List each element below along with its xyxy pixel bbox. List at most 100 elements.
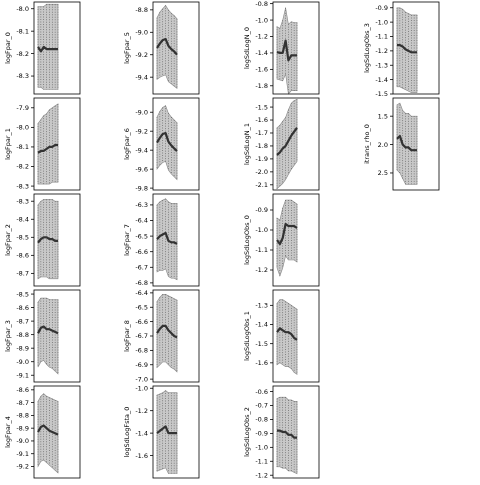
y-tick-label: -8.7 [16,270,29,278]
panel-frame [392,97,440,191]
series-line [276,127,298,156]
panel-logSdLogN_1: -1.5 -1.6 -1.7 -1.8 -1.9 -2.0 -2.1 logSdLogN_1 [243,97,320,191]
panel-logFpar_1: -7.9 -8.0 -8.1 -8.2 -8.3 logFpar_1 [4,97,81,191]
series-line [37,424,59,436]
y-tick-label: 2.5 [378,169,388,177]
y-tick-label: -1.6 [255,359,268,367]
y-tick-label: -8.3 [16,197,29,205]
y-tick-label: -8.5 [16,233,29,241]
y-axis-label: logFpar_8 [123,320,131,352]
y-tick-label: -8.3 [16,72,29,80]
series-line [156,324,178,339]
series-line [156,132,178,152]
panel-logSdLogObs_1: -1.3 -1.4 -1.5 -1.6 logSdLogObs_1 [243,289,320,383]
y-tick-label: -1.0 [255,16,268,24]
y-tick-label: -1.3 [255,302,268,310]
y-tick-label: -8.2 [16,163,29,171]
y-tick-label: -9.8 [135,184,148,192]
y-axis-label: itrans_rho_0 [363,124,371,164]
panel-logFpar_4: -8.6 -8.7 -8.8 -8.9 -9.0 -9.1 -9.2 logFpar_4 [4,385,81,479]
panel-logSdLogObs_3: -0.9 -1.0 -1.1 -1.2 -1.3 -1.4 -1.5 logSdLogObs_… [363,1,440,98]
series-line [37,236,58,244]
y-tick-label: -1.2 [255,33,268,41]
y-tick-label: -1.2 [255,266,268,274]
y-tick-label: -9.0 [16,358,29,366]
y-tick-label: -9.2 [16,463,29,471]
panel-logSdLogObs_2: -0.6 -0.7 -0.8 -0.9 -1.0 -1.1 -1.2 logSdLogObs_… [243,385,320,479]
y-tick-label: -1.2 [375,47,388,55]
y-axis-label: logSdLogN_0 [243,27,251,69]
y-tick-label: -1.5 [375,90,388,98]
y-tick-label: -1.5 [255,103,268,111]
y-tick-label: -6.5 [135,303,148,311]
panel-frame [152,97,200,191]
uncertainty-band [156,4,178,90]
y-tick-label: -1.4 [135,429,148,437]
y-tick-label: -6.9 [135,361,148,369]
panel-frame [152,193,200,287]
panel-logFpar_8: -6.4 -6.5 -6.6 -6.7 -6.8 -6.9 -7.0 logFpar_8 [123,289,200,383]
uncertainty-band [37,103,59,185]
y-tick-label: 2.0 [378,141,388,149]
panel-frame [33,193,81,287]
y-tick-label: -0.9 [375,4,388,12]
y-tick-label: -8.0 [16,124,29,132]
y-tick-label: -1.7 [255,129,268,137]
y-tick-label: -9.0 [135,108,148,116]
panel-frame [33,1,81,95]
panel-logSdLogObs_0: -0.9 -1.0 -1.1 -1.2 logSdLogObs_0 [243,193,320,287]
panel-logFpar_0: -8.0 -8.1 -8.2 -8.3 logFpar_0 [4,1,81,95]
series-line [276,39,297,62]
y-tick-label: -9.2 [135,127,148,135]
y-tick-label: -0.8 [255,416,268,424]
series-line [156,37,178,56]
y-tick-label: -1.0 [135,384,148,392]
panel-frame [272,193,320,287]
y-tick-label: -8.1 [16,27,29,35]
series-line [276,222,298,246]
y-tick-label: -0.9 [255,430,268,438]
y-tick-label: -1.6 [255,116,268,124]
y-tick-label: -9.2 [135,51,148,59]
y-tick-label: -9.1 [16,450,29,458]
y-tick-label: -7.9 [16,104,29,112]
y-axis-label: logFpar_7 [123,224,131,256]
y-tick-label: -0.6 [255,388,268,396]
panel-logFpar_3: -8.5 -8.6 -8.7 -8.8 -8.9 -9.0 -9.1 logFpar_3 [4,289,81,383]
uncertainty-band [37,393,59,474]
y-tick-label: -0.7 [255,402,268,410]
y-tick-label: -1.4 [375,76,388,84]
y-tick-label: -6.4 [135,217,148,225]
y-tick-label: -1.4 [255,321,268,329]
y-tick-label: -1.1 [255,246,268,254]
y-axis-label: logFpar_6 [123,128,131,160]
panel-itrans_rho_0: 1.5 2.0 2.5 itrans_rho_0 [363,97,440,191]
panel-frame [152,385,200,479]
y-axis-label: logSdLogObs_2 [243,407,251,457]
y-axis-label: logSdLogObs_0 [243,215,251,265]
panel-frame [272,385,320,479]
series-line [396,134,417,152]
y-axis-label: logFpar_5 [123,32,131,64]
y-tick-label: -2.1 [255,181,268,189]
y-tick-label: -8.7 [16,317,29,325]
y-tick-label: -8.4 [16,215,29,223]
y-tick-label: -9.4 [135,73,148,81]
y-axis-label: logSdLogObs_1 [243,311,251,361]
panel-frame [272,289,320,383]
panel-logSdLogFsta_0: -1.0 -1.2 -1.4 -1.6 logSdLogFsta_0 [123,384,200,479]
panel-logFpar_5: -8.8 -9.0 -9.2 -9.4 logFpar_5 [123,1,200,95]
y-tick-label: -9.6 [135,165,148,173]
panel-logFpar_7: -6.3 -6.4 -6.5 -6.6 -6.7 -6.8 logFpar_7 [123,193,200,287]
panel-logSdLogN_0: -0.8 -1.0 -1.2 -1.4 -1.6 -1.8 logSdLogN_0 [243,0,320,95]
y-tick-label: -8.6 [16,386,29,394]
y-tick-label: -1.6 [255,66,268,74]
series-line [156,231,178,245]
y-tick-label: -6.5 [135,232,148,240]
y-tick-label: -1.1 [255,457,268,465]
y-axis-label: logFpar_1 [4,128,12,160]
y-tick-label: -1.9 [255,155,268,163]
uncertainty-band [156,105,178,181]
